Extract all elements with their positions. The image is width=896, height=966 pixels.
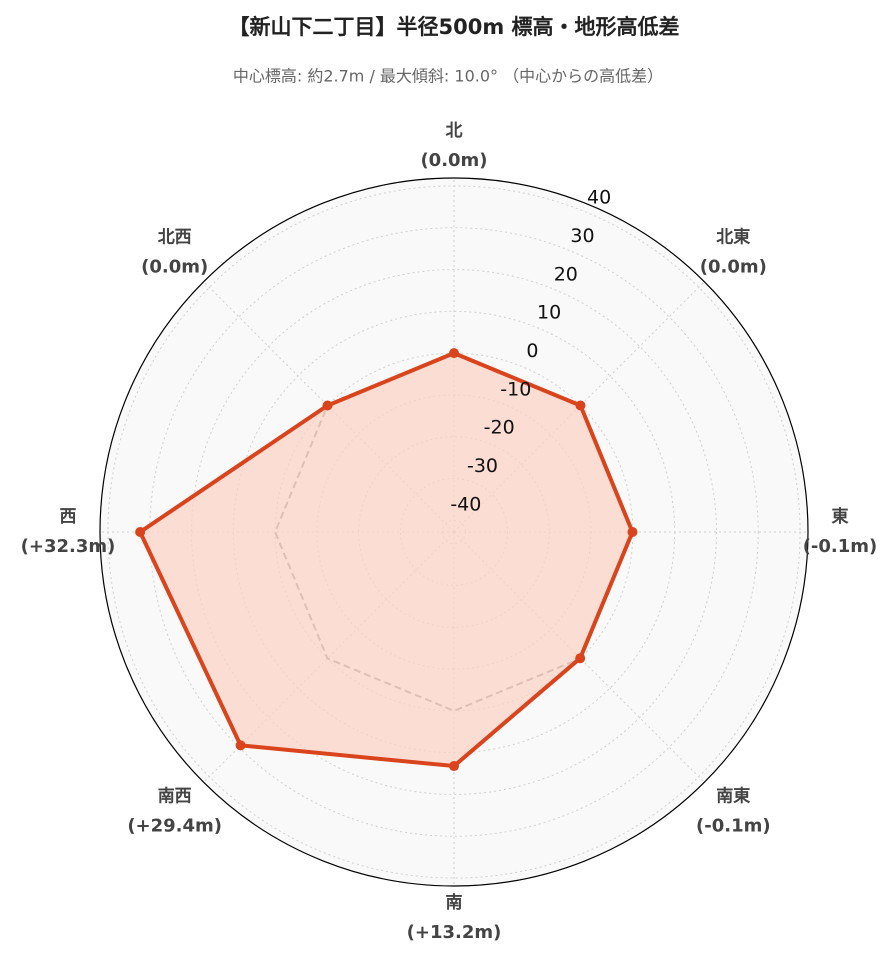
category-value-label: (-0.1m) bbox=[696, 815, 771, 836]
category-label: 南 bbox=[446, 892, 463, 913]
data-point bbox=[322, 400, 333, 411]
category-label: 北 bbox=[446, 121, 463, 141]
category-label: 南西 bbox=[158, 785, 192, 806]
category-value-label: (0.0m) bbox=[420, 150, 487, 171]
r-tick-label: -30 bbox=[467, 455, 498, 477]
category-label: 東 bbox=[832, 506, 849, 527]
r-tick-label: 30 bbox=[570, 225, 594, 247]
r-tick-label: 10 bbox=[537, 302, 561, 324]
data-point bbox=[575, 400, 586, 411]
r-tick-label: 0 bbox=[526, 340, 538, 362]
category-value-label: (0.0m) bbox=[141, 257, 208, 278]
data-point bbox=[135, 527, 146, 537]
r-tick-label: 20 bbox=[554, 263, 578, 285]
r-tick-label: -20 bbox=[484, 417, 515, 439]
chart-title: 【新山下二丁目】半径500m 標高・地形高低差 bbox=[228, 15, 679, 39]
category-label: 南東 bbox=[716, 785, 750, 806]
chart-subtitle: 中心標高: 約2.7m / 最大傾斜: 10.0° （中心からの高低差） bbox=[233, 67, 663, 86]
category-value-label: (-0.1m) bbox=[803, 536, 878, 557]
r-tick-label: 40 bbox=[587, 187, 611, 209]
data-point bbox=[627, 527, 638, 537]
category-value-label: (+32.3m) bbox=[21, 536, 116, 557]
r-tick-label: -10 bbox=[500, 378, 531, 400]
grid-ring bbox=[191, 269, 717, 795]
category-label: 北西 bbox=[158, 228, 192, 248]
data-point bbox=[449, 348, 459, 359]
data-point bbox=[449, 761, 459, 772]
category-value-label: (+29.4m) bbox=[127, 815, 222, 836]
category-label: 西 bbox=[60, 507, 77, 527]
category-value-label: (+13.2m) bbox=[407, 922, 502, 943]
r-tick-label: -40 bbox=[450, 493, 481, 515]
category-label: 北東 bbox=[716, 227, 750, 248]
plot-border bbox=[99, 177, 809, 887]
data-point bbox=[235, 740, 246, 751]
data-point bbox=[575, 653, 586, 664]
category-value-label: (0.0m) bbox=[700, 257, 767, 278]
